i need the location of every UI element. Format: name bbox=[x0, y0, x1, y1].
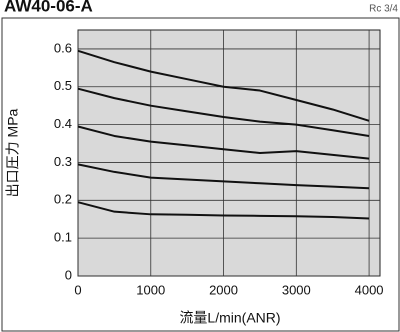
x-axis-label: 流量L/min(ANR) bbox=[179, 310, 280, 326]
curve bbox=[77, 49, 370, 122]
x-tick-label: 1000 bbox=[136, 282, 165, 297]
x-tick-label: 4000 bbox=[355, 282, 384, 297]
curve bbox=[77, 125, 370, 160]
x-tick-label: 3000 bbox=[282, 282, 311, 297]
y-tick-label: 0 bbox=[65, 267, 72, 282]
y-axis-label: 出口圧力 MPa bbox=[5, 108, 21, 197]
y-tick-label: 0.6 bbox=[54, 40, 72, 55]
y-tick-label: 0.5 bbox=[54, 78, 72, 93]
curve bbox=[77, 87, 370, 137]
y-tick-label: 0.3 bbox=[54, 154, 72, 169]
y-tick-label: 0.1 bbox=[54, 230, 72, 245]
y-tick-label: 0.4 bbox=[54, 116, 72, 131]
header-title: AW40-06-A bbox=[4, 0, 93, 15]
x-tick-label: 0 bbox=[74, 282, 81, 297]
plot-area bbox=[77, 29, 381, 277]
curve bbox=[77, 201, 370, 220]
curve bbox=[77, 163, 370, 190]
y-tick-label: 0.2 bbox=[54, 192, 72, 207]
x-tick-label: 2000 bbox=[209, 282, 238, 297]
header-port: Rc 3/4 bbox=[369, 4, 398, 15]
